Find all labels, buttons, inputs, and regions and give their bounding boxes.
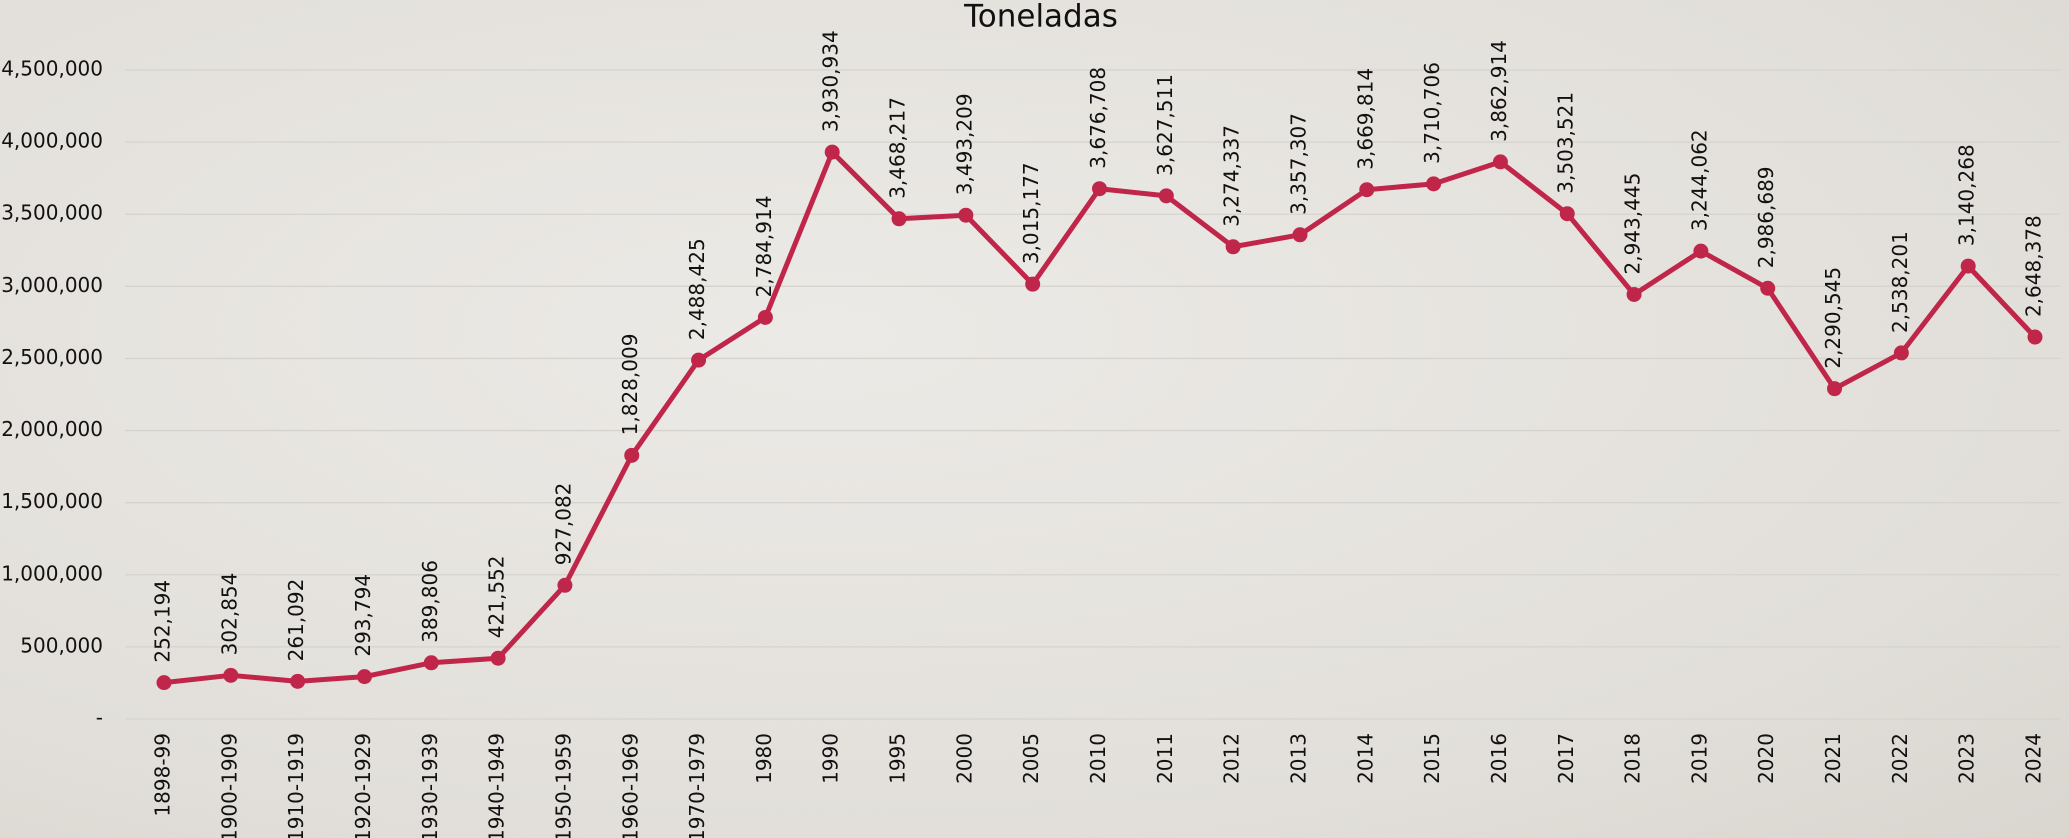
x-tick-label: 1990	[819, 733, 843, 784]
data-label: 3,627,511	[1153, 74, 1177, 176]
x-tick-label: 2010	[1086, 733, 1110, 784]
data-label: 3,244,062	[1687, 129, 1711, 231]
y-tick-label: -	[96, 706, 103, 730]
data-point	[1827, 381, 1843, 397]
x-tick-label: 2000	[952, 733, 976, 784]
x-tick-label: 2018	[1621, 733, 1645, 784]
data-label: 2,538,201	[1888, 231, 1912, 333]
x-tick-label: 2012	[1220, 733, 1244, 784]
x-tick-label: 1930-1939	[418, 733, 442, 838]
x-tick-label: 2023	[1955, 733, 1979, 784]
x-tick-label: 1995	[886, 733, 910, 784]
x-tick-label: 2020	[1754, 733, 1778, 784]
data-label: 389,806	[418, 560, 442, 643]
x-tick-label: 2017	[1554, 733, 1578, 784]
data-label: 3,357,307	[1286, 113, 1310, 215]
x-tick-label: 1910-1919	[284, 733, 308, 838]
data-label: 3,862,914	[1487, 40, 1511, 142]
data-label: 3,503,521	[1554, 92, 1578, 194]
data-label: 252,194	[151, 580, 175, 663]
data-point	[1960, 258, 1976, 274]
x-tick-label: 1940-1949	[485, 733, 509, 838]
data-point	[1025, 276, 1041, 292]
data-point	[624, 447, 640, 463]
data-point	[2027, 329, 2043, 345]
data-label: 3,468,217	[886, 97, 910, 199]
data-point	[1492, 154, 1508, 170]
data-point	[824, 144, 840, 160]
data-label: 3,930,934	[819, 30, 843, 132]
y-tick-label: 2,000,000	[1, 417, 103, 441]
data-label: 3,140,268	[1955, 144, 1979, 246]
data-point	[223, 667, 239, 683]
data-point	[1760, 280, 1776, 296]
data-label: 261,092	[284, 579, 308, 662]
x-tick-label: 1950-1959	[551, 733, 575, 838]
y-tick-label: 1,000,000	[1, 561, 103, 585]
x-tick-label: 2021	[1821, 733, 1845, 784]
data-label: 2,986,689	[1754, 166, 1778, 268]
data-point	[1426, 176, 1442, 192]
y-tick-label: 4,000,000	[1, 129, 103, 153]
x-tick-label: 1980	[752, 733, 776, 784]
data-label: 293,794	[351, 574, 375, 657]
data-point	[557, 577, 573, 593]
x-tick-label: 2022	[1888, 733, 1912, 784]
data-label: 2,648,378	[2022, 215, 2046, 317]
y-tick-label: 1,500,000	[1, 489, 103, 513]
x-tick-label: 1970-1979	[685, 733, 709, 838]
data-label: 3,710,706	[1420, 62, 1444, 164]
y-tick-label: 500,000	[20, 633, 103, 657]
data-point	[1225, 239, 1241, 255]
x-tick-label: 2011	[1153, 733, 1177, 784]
x-tick-label: 2013	[1286, 733, 1310, 784]
data-point	[423, 655, 439, 671]
data-label: 2,943,445	[1621, 173, 1645, 275]
data-point	[290, 673, 306, 689]
data-point	[1559, 206, 1575, 222]
data-point	[757, 309, 773, 325]
x-tick-label: 2019	[1687, 733, 1711, 784]
x-tick-label: 2015	[1420, 733, 1444, 784]
x-tick-label: 2014	[1353, 733, 1377, 784]
y-tick-label: 4,500,000	[1, 57, 103, 81]
x-tick-label: 2005	[1019, 733, 1043, 784]
x-tick-label: 1960-1969	[618, 733, 642, 838]
data-point	[1626, 286, 1642, 302]
data-label: 302,854	[217, 573, 241, 656]
data-label: 3,015,177	[1019, 162, 1043, 264]
x-tick-label: 2024	[2022, 733, 2046, 784]
x-tick-label: 1920-1929	[351, 733, 375, 838]
y-tick-label: 3,000,000	[1, 273, 103, 297]
data-label: 3,493,209	[952, 93, 976, 195]
data-point	[1092, 181, 1107, 197]
data-point	[691, 352, 707, 368]
y-tick-label: 2,500,000	[1, 345, 103, 369]
data-label: 2,290,545	[1821, 267, 1845, 369]
data-label: 2,488,425	[685, 238, 709, 340]
data-point	[958, 207, 974, 223]
data-label: 3,676,708	[1086, 67, 1110, 169]
data-label: 3,669,814	[1353, 68, 1377, 170]
data-point	[490, 650, 506, 666]
data-point	[891, 211, 907, 227]
data-label: 927,082	[551, 483, 575, 566]
data-point	[156, 675, 172, 691]
x-tick-label: 1900-1909	[217, 733, 241, 838]
data-point	[1359, 182, 1375, 198]
data-label: 2,784,914	[752, 196, 776, 298]
data-point	[1893, 345, 1909, 361]
data-label: 1,828,009	[618, 334, 642, 436]
x-tick-label: 1898-99	[151, 733, 175, 817]
data-point	[1693, 243, 1709, 259]
data-label: 3,274,337	[1220, 125, 1244, 227]
data-point	[356, 669, 372, 685]
x-tick-label: 2016	[1487, 733, 1511, 784]
data-label: 421,552	[485, 555, 509, 638]
data-point	[1292, 227, 1308, 243]
chart-title: Toneladas	[963, 0, 1118, 35]
y-tick-label: 3,500,000	[1, 201, 103, 225]
data-point	[1158, 188, 1174, 204]
